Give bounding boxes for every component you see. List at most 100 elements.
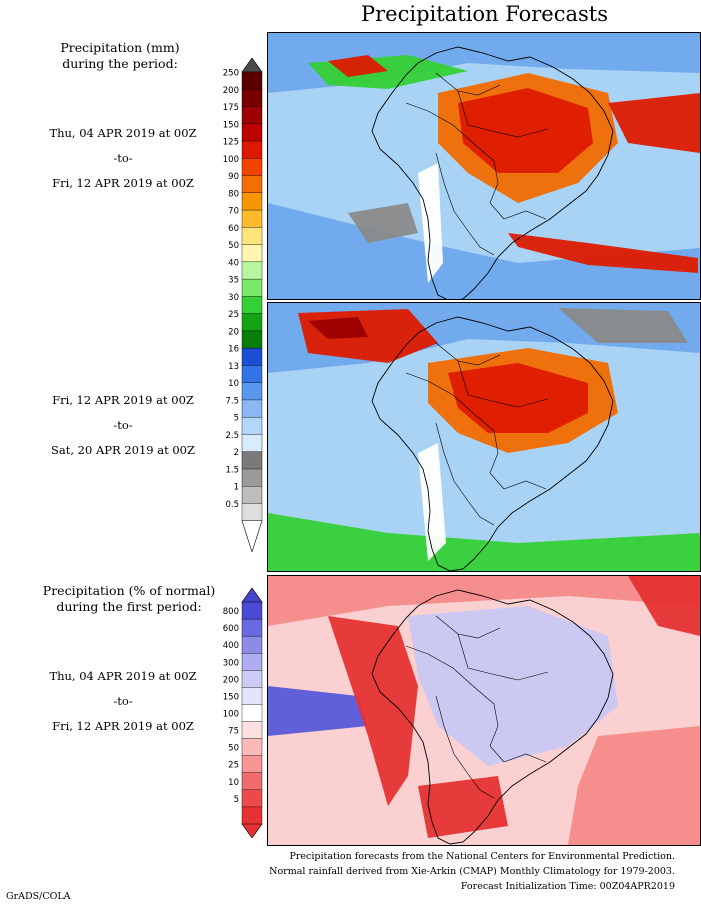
percent-normal-map — [267, 575, 701, 846]
colorbar-tick-label: 40 — [228, 258, 239, 268]
country-border — [467, 500, 495, 526]
panel1-label: Precipitation (mm) during the period: — [20, 40, 220, 72]
footer-line3: Forecast Initialization Time: 00Z04APR20… — [460, 881, 675, 892]
colorbar-segment — [241, 209, 263, 228]
precip-pct-colorbar: 800 600 400 300 200 150 100 75 50 25 10 5 — [223, 588, 263, 838]
country-border — [405, 372, 495, 432]
country-border — [457, 360, 549, 408]
footer-line1: Precipitation forecasts from the Nationa… — [289, 851, 676, 862]
colorbar-tick-label: 30 — [228, 293, 239, 303]
colorbar-segment — [241, 123, 263, 142]
colorbar-bottom-arrow — [241, 520, 263, 552]
precip-area-red-core — [458, 88, 593, 173]
country-border — [503, 480, 547, 490]
colorbar-tick-label: 175 — [223, 103, 239, 113]
country-border — [435, 342, 501, 366]
country-border — [489, 703, 505, 763]
colorbar-segment — [241, 468, 263, 487]
colorbar-tick-label: 125 — [223, 138, 239, 148]
precip-band-green — [268, 513, 700, 571]
pct-area-blue — [268, 686, 368, 736]
colorbar-tick-label: 400 — [223, 641, 239, 651]
colorbar-segment — [241, 89, 263, 108]
panel1-end-date: Fri, 12 APR 2019 at 00Z — [52, 176, 194, 190]
colorbar-segment — [241, 296, 263, 315]
colorbar-tick-label: 90 — [228, 172, 239, 182]
country-border — [405, 102, 495, 162]
colorbar-segment — [241, 772, 263, 791]
country-border — [405, 645, 495, 705]
colorbar-tick-label: 60 — [228, 224, 239, 234]
pct-area-lavender — [408, 606, 618, 766]
country-border — [503, 210, 547, 220]
colorbar-segment — [241, 503, 263, 522]
panel2-end-date: Sat, 20 APR 2019 at 00Z — [51, 443, 195, 457]
colorbar-segment — [241, 687, 263, 705]
colorbar-segment — [241, 192, 263, 211]
colorbar-tick-label: 2 — [234, 448, 239, 458]
pct-area-pink-south — [568, 726, 700, 845]
colorbar-segment — [241, 175, 263, 194]
credit: GrADS/COLA — [6, 891, 71, 902]
panel2-start-date: Fri, 12 APR 2019 at 00Z — [52, 393, 194, 407]
forecast-map-week2 — [267, 302, 701, 572]
colorbar-tick-label: 150 — [223, 120, 239, 130]
precip-area-red — [328, 55, 388, 77]
continent-outline — [371, 589, 614, 845]
colorbar-segment — [241, 755, 263, 774]
colorbar-segment — [241, 227, 263, 246]
colorbar-segment — [241, 365, 263, 384]
colorbar-segment — [241, 399, 263, 418]
colorbar-segment — [241, 330, 263, 349]
colorbar-tick-label: 75 — [228, 727, 239, 737]
colorbar-segment — [241, 106, 263, 125]
precip-area-red-core — [448, 363, 588, 433]
country-border — [467, 773, 495, 799]
panel1-label-line1: Precipitation (mm) — [60, 40, 180, 55]
colorbar-tick-label: 13 — [228, 362, 239, 372]
dry-area-gray — [348, 203, 418, 243]
colorbar-segment — [241, 261, 263, 280]
colorbar-segment — [241, 434, 263, 453]
country-border — [467, 230, 495, 256]
country-border — [489, 430, 505, 490]
panel3-start-date: Thu, 04 APR 2019 at 00Z — [49, 669, 197, 683]
colorbar-segment — [241, 244, 263, 263]
colorbar-tick-label: 25 — [228, 310, 239, 320]
country-border — [435, 72, 501, 96]
pct-area-red-south — [418, 776, 508, 838]
colorbar-segment — [241, 158, 263, 177]
colorbar-tick-label: 0.5 — [225, 500, 239, 510]
colorbar-tick-label: 250 — [223, 69, 239, 79]
colorbar-tick-label: 70 — [228, 207, 239, 217]
colorbar-tick-label: 100 — [223, 710, 239, 720]
precip-band-frontal — [508, 233, 698, 273]
colorbar-tick-label: 10 — [228, 778, 239, 788]
panel1-start-date: Thu, 04 APR 2019 at 00Z — [49, 126, 197, 140]
dry-area-white — [418, 443, 446, 561]
colorbar-segment — [241, 313, 263, 332]
colorbar-tick-label: 35 — [228, 276, 239, 286]
pct-band-north — [268, 576, 700, 626]
colorbar-segment — [241, 416, 263, 435]
precip-area-atlantic — [608, 93, 700, 153]
colorbar-tick-label: 5 — [234, 414, 239, 424]
dry-area-white — [418, 163, 443, 283]
colorbar-top-arrow — [241, 588, 263, 603]
colorbar-segment — [241, 451, 263, 470]
continent-outline — [371, 316, 614, 571]
colorbar-segment — [241, 704, 263, 723]
colorbar-tick-label: 150 — [223, 692, 239, 702]
panel3-label-line1: Precipitation (% of normal) — [42, 583, 216, 598]
precip-band-south — [268, 203, 700, 299]
precip-mm-colorbar: 2502001751501251009080706050403530252016… — [223, 58, 263, 552]
colorbar-tick-label: 80 — [228, 189, 239, 199]
colorbar-segment — [241, 71, 263, 90]
country-border — [503, 753, 547, 763]
colorbar-tick-label: 2.5 — [225, 431, 239, 441]
panel1-label-line2: during the period: — [62, 56, 178, 71]
colorbar-tick-label: 200 — [223, 675, 239, 685]
panel3-label-line2: during the first period: — [56, 599, 202, 614]
country-border — [435, 152, 469, 232]
colorbar-segment — [241, 738, 263, 757]
